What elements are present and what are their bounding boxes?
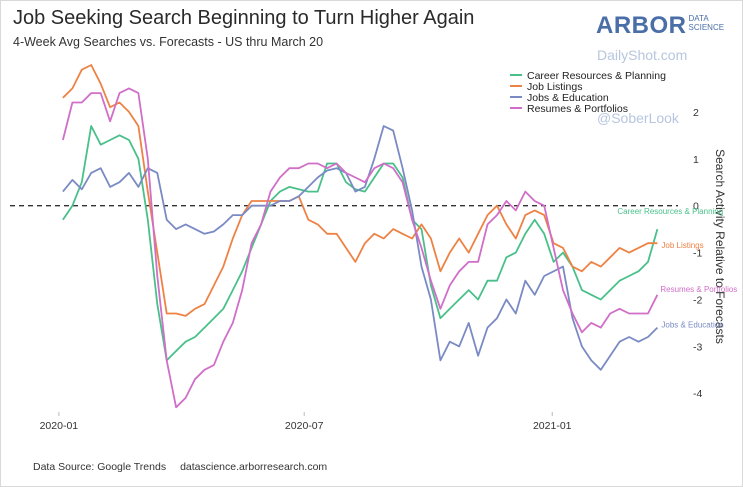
- series-line-2: [62, 125, 659, 371]
- career-resources-end-label: Career Resources & Planning: [617, 207, 723, 216]
- x-tick-label: 2020-01: [40, 420, 79, 432]
- y-tick-label: -4: [693, 388, 702, 400]
- job-listings-end-label: Job Listings: [661, 241, 703, 250]
- y-axis-label: Search Activity Relative to Forecasts: [713, 149, 727, 344]
- chart-subtitle: 4-Week Avg Searches vs. Forecasts - US t…: [13, 35, 324, 49]
- watermark-handle: @SoberLook: [597, 110, 679, 126]
- legend-item-label: Resumes & Portfolios: [527, 103, 628, 115]
- y-tick-label: 2: [693, 107, 699, 119]
- series-line-0: [62, 125, 659, 362]
- watermark-site: DailyShot.com: [597, 47, 688, 63]
- legend-item-label: Jobs & Education: [527, 92, 609, 104]
- jobs-education-end-label: Jobs & Education: [661, 321, 723, 330]
- brand-name: ARBOR: [596, 12, 687, 39]
- y-tick-label: -2: [693, 294, 702, 306]
- y-tick-label: 1: [693, 154, 699, 166]
- brand-sub-line1: DATA: [688, 14, 709, 23]
- legend-item-label: Job Listings: [527, 81, 582, 93]
- y-tick-label: -3: [693, 341, 702, 353]
- chart-title: Job Seeking Search Beginning to Turn Hig…: [13, 7, 475, 29]
- series-line-3: [62, 87, 659, 409]
- source-text: Data Source: Google Trends: [33, 461, 167, 473]
- arbor-logo: ARBOR DATA SCIENCE: [596, 12, 724, 40]
- y-tick-label: -1: [693, 248, 702, 260]
- x-tick-label: 2021-01: [533, 420, 572, 432]
- series-line-1: [62, 64, 658, 317]
- brand-subtitle: DATA SCIENCE: [689, 14, 725, 32]
- source-url: datascience.arborresearch.com: [180, 461, 328, 473]
- data-source: Data Source: Google Trends datascience.ar…: [33, 461, 327, 473]
- y-tick-label: 0: [693, 201, 699, 213]
- x-tick-label: 2020-07: [285, 420, 324, 432]
- legend-item-label: Career Resources & Planning: [527, 70, 666, 82]
- brand-sub-line2: SCIENCE: [688, 23, 725, 32]
- resumes-portfolios-end-label: Resumes & Portfolios: [660, 285, 737, 294]
